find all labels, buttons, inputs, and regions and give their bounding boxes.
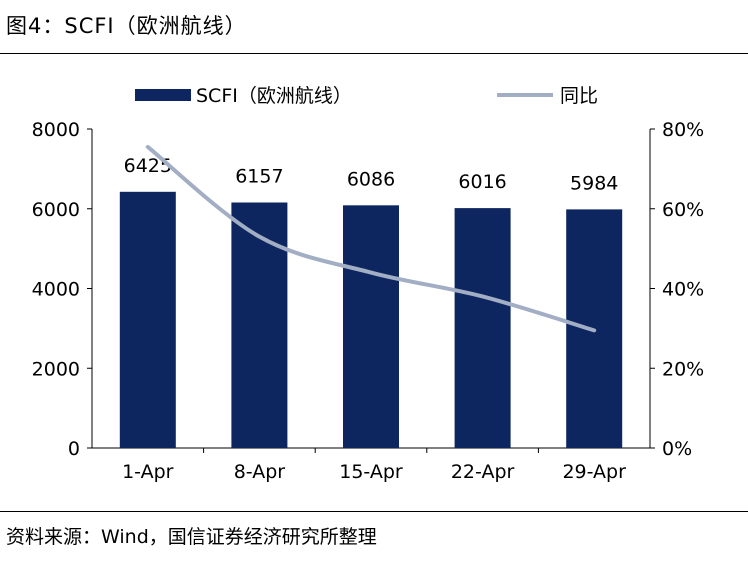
x-tick-label: 22-Apr — [451, 461, 515, 483]
y-left-tick-label: 0 — [68, 438, 80, 460]
bar — [343, 205, 399, 448]
y-right-tick-label: 60% — [662, 199, 704, 221]
yoy-line — [145, 144, 597, 333]
legend-swatch-bar — [135, 89, 191, 101]
y-left-tick-label: 8000 — [32, 119, 80, 141]
y-right-tick-label: 80% — [662, 119, 704, 141]
bar-data-label: 5984 — [570, 172, 618, 194]
y-right-tick-label: 0% — [662, 438, 692, 460]
y-left-tick-label: 2000 — [32, 358, 80, 380]
y-right-tick-label: 40% — [662, 279, 704, 301]
legend-label-line: 同比 — [560, 85, 598, 107]
bar — [454, 208, 511, 448]
x-tick-label: 1-Apr — [122, 461, 174, 483]
bottom-rule — [0, 511, 748, 512]
bar-data-label: 6016 — [458, 171, 506, 193]
chart-axes: 0 2000 4000 6000 8000 0% 20% 40% 60% 80% 1-Apr 8-Ap… — [32, 119, 705, 483]
bar-data-label: 6086 — [347, 168, 395, 190]
x-tick-label: 8-Apr — [234, 461, 286, 483]
chart-line — [145, 144, 597, 333]
legend-label-bar: SCFI（欧洲航线） — [196, 85, 352, 107]
chart-data-labels: 6425 6157 6086 6016 5984 — [124, 155, 619, 195]
y-right-tick-label: 20% — [662, 358, 704, 380]
top-rule — [0, 53, 748, 54]
x-tick-label: 15-Apr — [339, 461, 403, 483]
x-tick-label: 29-Apr — [562, 461, 626, 483]
bar — [231, 202, 288, 448]
y-left-tick-label: 4000 — [32, 279, 80, 301]
figure-title: 图4：SCFI（欧洲航线） — [6, 14, 247, 38]
bar-data-label: 6157 — [235, 165, 283, 187]
bar-data-label: 6425 — [124, 155, 172, 177]
bar — [119, 191, 176, 448]
y-left-tick-label: 6000 — [32, 199, 80, 221]
chart-bars — [119, 191, 623, 448]
chart-legend: SCFI（欧洲航线） 同比 — [135, 85, 598, 107]
source-note: 资料来源：Wind，国信证券经济研究所整理 — [6, 526, 377, 548]
